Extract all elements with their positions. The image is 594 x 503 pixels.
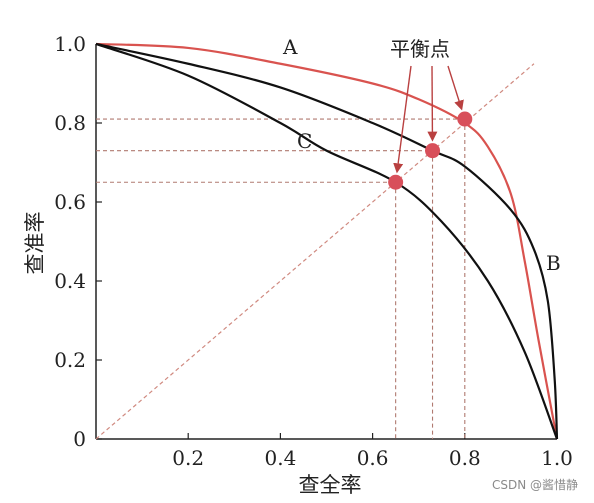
y-tick-label: 0.6 — [54, 190, 86, 214]
break-even-point — [425, 143, 441, 159]
x-tick-label: 0.8 — [449, 446, 481, 470]
break-even-point — [457, 111, 473, 127]
curve-label-a: A — [282, 35, 298, 59]
break-even-annotation: 平衡点 — [390, 37, 450, 61]
y-tick-label: 0 — [73, 427, 86, 451]
annotation-arrow — [393, 65, 412, 174]
watermark: CSDN @酱惜静 — [491, 478, 578, 492]
curve-label-c: C — [297, 129, 312, 153]
break-even-points — [388, 65, 473, 190]
break-even-point — [388, 174, 404, 190]
y-tick-label: 0.8 — [54, 111, 86, 135]
annotation-arrow — [447, 65, 464, 111]
diagonal-line — [95, 63, 535, 440]
x-axis-title: 查全率 — [299, 473, 362, 497]
x-tick-label: 0.2 — [172, 446, 204, 470]
curve-label-b: B — [546, 251, 561, 275]
y-axis-title: 查准率 — [23, 212, 47, 275]
y-tick-label: 0.2 — [54, 348, 86, 372]
labels: A B C 平衡点 查全率 查准率 — [23, 35, 561, 497]
axes: 0.2 0.4 0.6 0.8 1.0 0 0.2 0.4 0.6 0.8 1.0 — [54, 32, 573, 470]
curve-b — [95, 42, 559, 440]
guide-lines — [95, 63, 535, 440]
x-tick-label: 0.6 — [357, 446, 389, 470]
y-tick-label: 0.4 — [54, 269, 86, 293]
x-tick-label: 0.4 — [264, 446, 296, 470]
y-tick-label: 1.0 — [54, 32, 86, 56]
x-tick-label: 1.0 — [541, 446, 573, 470]
